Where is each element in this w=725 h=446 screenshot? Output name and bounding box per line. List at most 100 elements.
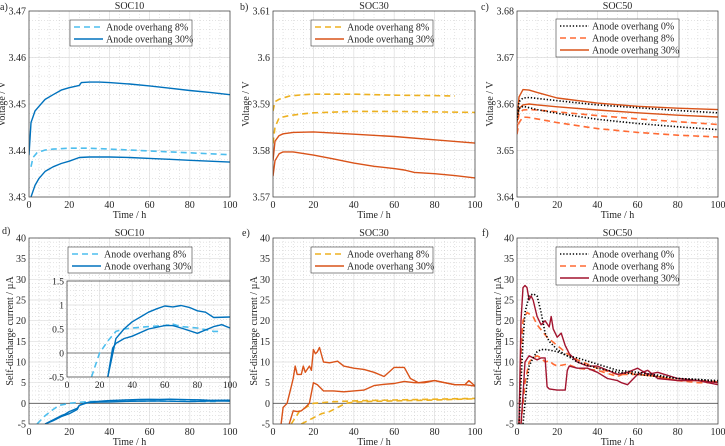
x-axis-label: Time / h [601, 210, 635, 221]
x-axis-label: Time / h [601, 437, 635, 446]
x-tick-label: 60 [145, 427, 155, 438]
series-line-anode-overhang-8 [90, 323, 222, 377]
inset-plot: 0 20 40 60 80 100-0.500.511.5 [49, 278, 237, 392]
y-tick-label: 3.46 [9, 53, 27, 64]
x-tick-label: 100 [223, 427, 238, 438]
y-tick-label: 30 [260, 275, 270, 286]
x-tick-label: 80 [193, 381, 203, 391]
x-tick-label: 0 [271, 427, 276, 438]
x-tick-label: 0 [271, 200, 276, 211]
legend-label: Anode overhang 30% [592, 274, 679, 285]
panel-label: e) [242, 228, 250, 239]
y-axis-label: Self-discharge current / µA [5, 276, 16, 386]
y-tick-label: 20 [260, 316, 270, 327]
x-tick-label: 40 [127, 381, 137, 391]
x-tick-label: 80 [185, 200, 195, 211]
x-axis-label: Time / h [113, 437, 147, 446]
x-axis-label: Time / h [113, 210, 147, 221]
legend-label: Anode overhang 30% [347, 262, 434, 273]
x-tick-label: 80 [673, 427, 683, 438]
y-tick-label: 3.65 [497, 146, 515, 157]
y-tick-label: 0 [509, 399, 514, 410]
y-axis-label: Voltage / V [485, 81, 496, 127]
legend-box [67, 246, 193, 274]
x-tick-label: 60 [145, 200, 155, 211]
x-tick-label: 40 [592, 200, 602, 211]
panel-label: a) [0, 2, 8, 13]
legend-label: Anode overhang 8% [592, 262, 674, 273]
legend-box [310, 246, 434, 274]
y-tick-label: 10 [504, 358, 514, 369]
legend: Anode overhang 0%Anode overhang 8%Anode … [555, 18, 680, 58]
x-tick-label: 0 [27, 200, 32, 211]
series-line-anode-overhang-8 [300, 398, 475, 424]
y-tick-label: 3.57 [253, 193, 271, 204]
legend: Anode overhang 8%Anode overhang 30% [310, 19, 434, 47]
subplot-title: SOC30 [359, 1, 388, 12]
series-line-anode-overhang-8 [520, 354, 718, 424]
y-tick-label: 1.5 [52, 278, 64, 288]
y-tick-label: 1 [59, 302, 64, 312]
y-tick-label: 10 [16, 358, 26, 369]
series-group [273, 93, 475, 179]
series-group [518, 284, 718, 424]
axes-frame [272, 237, 476, 425]
series-line-anode-overhang-0 [517, 96, 718, 121]
x-tick-label: 0 [65, 381, 70, 391]
series-line-anode-overhang-30 [44, 398, 230, 424]
series-line-anode-overhang-30 [107, 324, 230, 377]
y-axis-label: Voltage / V [241, 81, 252, 127]
legend-label: Anode overhang 8% [104, 250, 186, 261]
y-tick-label: 15 [260, 337, 270, 348]
y-tick-label: 0 [59, 350, 64, 360]
y-tick-label: 35 [504, 254, 514, 265]
series-line-anode-overhang-30 [288, 379, 475, 424]
series-line-anode-overhang-30 [520, 355, 718, 424]
y-tick-label: 5 [509, 378, 514, 389]
x-tick-label: 100 [223, 381, 238, 391]
y-tick-label: 25 [260, 296, 270, 307]
series-line-anode-overhang-0 [522, 348, 718, 424]
legend-label: Anode overhang 30% [347, 35, 434, 46]
legend-label: Anode overhang 30% [106, 35, 193, 46]
x-tick-label: 20 [308, 427, 318, 438]
y-tick-label: 3.67 [497, 53, 515, 64]
legend: Anode overhang 8%Anode overhang 30% [69, 19, 193, 47]
x-tick-label: 20 [64, 427, 74, 438]
series-line-anode-overhang-30 [273, 151, 475, 179]
y-tick-label: 40 [16, 234, 26, 245]
y-tick-label: 25 [504, 296, 514, 307]
x-tick-label: 20 [552, 200, 562, 211]
y-tick-label: 3.44 [9, 146, 27, 157]
x-axis-label: Time / h [357, 210, 391, 221]
subplot-title: SOC10 [115, 1, 144, 12]
x-tick-label: 60 [633, 200, 643, 211]
y-tick-label: 15 [16, 337, 26, 348]
series-line-anode-overhang-30 [517, 88, 718, 123]
legend-box [69, 19, 193, 47]
series-line-anode-overhang-30 [518, 284, 718, 424]
x-tick-label: 60 [633, 427, 643, 438]
series-line-anode-overhang-30 [29, 81, 230, 156]
series-line-anode-overhang-8 [517, 116, 718, 138]
x-tick-label: 80 [673, 200, 683, 211]
subplot-title: SOC50 [603, 228, 632, 239]
x-tick-label: 40 [592, 427, 602, 438]
y-tick-label: 0 [21, 399, 26, 410]
y-tick-label: 15 [504, 337, 514, 348]
legend-label: Anode overhang 30% [104, 262, 191, 273]
legend-label: Anode overhang 8% [106, 23, 188, 34]
subplot-title: SOC10 [115, 228, 144, 239]
y-tick-label: 25 [16, 296, 26, 307]
subplot-c: 0 20 40 60 80 100 3.64 3.65 3.66 3.67 3.68 SOC50 Tim… [481, 1, 725, 221]
series-line-anode-overhang-8 [273, 110, 475, 144]
x-tick-label: 80 [185, 427, 195, 438]
legend-label: Anode overhang 0% [592, 250, 674, 261]
x-tick-label: 40 [104, 200, 114, 211]
y-tick-label: 40 [260, 234, 270, 245]
axes-frame [516, 10, 719, 198]
x-tick-label: 60 [160, 381, 170, 391]
subplot-title: SOC50 [603, 1, 632, 12]
legend: Anode overhang 8%Anode overhang 30% [310, 246, 434, 274]
